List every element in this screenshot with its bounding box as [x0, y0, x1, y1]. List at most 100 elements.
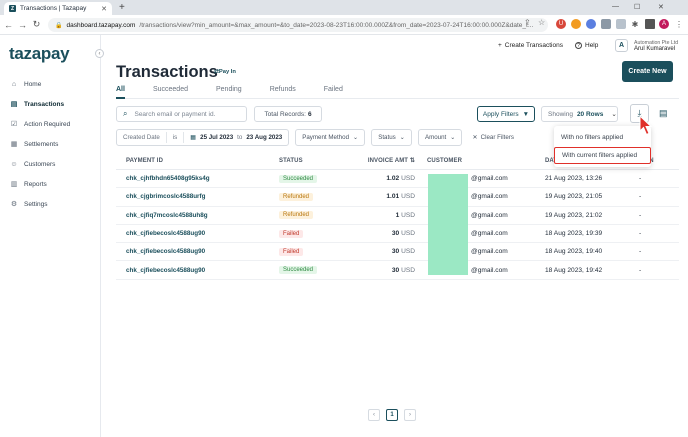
customers-icon: ☺	[10, 160, 18, 168]
forward-icon[interactable]: →	[18, 19, 27, 30]
extensions-puzzle-icon[interactable]: ✱	[631, 19, 639, 29]
tab-failed[interactable]: Failed	[323, 86, 343, 93]
extension-check-icon[interactable]	[616, 19, 626, 29]
address-bar[interactable]: 🔒 dashboard.tazapay.com/transactions/vie…	[48, 18, 548, 32]
tab-pending[interactable]: Pending	[215, 86, 242, 93]
sidebar-item-transactions[interactable]: ▤ Transactions	[6, 97, 96, 111]
maximize-icon[interactable]: ☐	[634, 4, 641, 11]
sidebar-item-label: Settings	[24, 200, 48, 208]
tab-refunds[interactable]: Refunds	[269, 86, 296, 93]
sidebar: tazapay	[0, 35, 101, 437]
total-records-label: Total Records:	[264, 110, 306, 118]
status-cell: Refunded	[279, 211, 346, 220]
browser-menu-icon[interactable]: ⋮	[675, 19, 683, 29]
reload-icon[interactable]: ↻	[32, 19, 41, 29]
sidebar-item-reports[interactable]: ▥ Reports	[6, 177, 96, 191]
org-name: Automation Pte Ltd	[634, 40, 679, 46]
table-row[interactable]: chk_cjfiq7mcoslc4588uh8g Refunded 1 USD @gm…	[116, 207, 679, 225]
next-page-button[interactable]: ›	[404, 409, 416, 421]
amount-filter[interactable]: Amount ⌄	[417, 129, 463, 146]
share-icon[interactable]: ⇪	[524, 18, 531, 27]
help-link[interactable]: ? Help	[575, 42, 598, 49]
action-cell: -	[639, 230, 642, 238]
account-avatar[interactable]: A	[615, 39, 628, 52]
new-tab-button[interactable]: +	[119, 2, 125, 13]
download-current-filters-option[interactable]: With current filters applied	[554, 147, 651, 164]
payment-id-link[interactable]: chk_cjgbrimcoslc4588urfg	[126, 193, 206, 201]
apply-filters-button[interactable]: Apply Filters ▼	[477, 106, 535, 122]
customer-cell: @gmail.com	[419, 175, 539, 182]
payment-id-link[interactable]: chk_cjfiq7mcoslc4588uh8g	[126, 211, 208, 219]
amount-label: Amount	[424, 134, 447, 141]
created-date-filter[interactable]: Created Date is ▦ 25 Jul 2023 to 23 Aug …	[116, 129, 290, 146]
table-row[interactable]: chk_cjfiebecoslc4588ug90 Failed 30 USD @gma…	[116, 243, 679, 262]
tazapay-logo[interactable]: tazapay	[9, 44, 70, 63]
close-window-icon[interactable]: ✕	[658, 4, 664, 11]
download-no-filters-option[interactable]: With no filters applied	[561, 134, 624, 141]
rows-per-page-select[interactable]: Showing 20 Rows ⌄	[541, 106, 618, 122]
search-box[interactable]: ⌕	[116, 106, 247, 122]
prev-page-button[interactable]: ‹	[368, 409, 380, 421]
page-1-button[interactable]: 1	[386, 409, 398, 421]
profile-avatar[interactable]: A	[659, 19, 669, 29]
date-to: 23 Aug 2023	[246, 134, 283, 141]
header-customer: CUSTOMER	[427, 157, 463, 164]
table-row[interactable]: chk_cjfiebecoslc4588ug90 Succeeded 30 USD @…	[116, 261, 679, 280]
amount-value: 1.02	[386, 175, 400, 183]
browser-tab[interactable]: Z Transactions | Tazapay ✕	[4, 2, 112, 15]
minimize-icon[interactable]: —	[612, 3, 619, 10]
active-tab-underline	[116, 97, 125, 99]
pay-in-switch[interactable]: ⇄Pay In	[214, 69, 236, 75]
action-icon: ☑	[10, 121, 18, 128]
date-cell: 21 Aug 2023, 13:26	[545, 175, 603, 183]
payment-method-filter[interactable]: Payment Method ⌄	[295, 129, 366, 146]
customer-cell: @gmail.com	[419, 193, 539, 200]
search-input[interactable]	[134, 110, 235, 118]
column-settings-icon[interactable]: ▤	[659, 108, 668, 118]
create-new-button[interactable]: Create New	[622, 61, 673, 82]
status-cell: Succeeded	[279, 266, 346, 275]
tab-all[interactable]: All	[116, 86, 125, 93]
table-row[interactable]: chk_cjhfbhdn65408g95ks4g Succeeded 1.02 US…	[116, 170, 679, 189]
create-transactions-link[interactable]: + Create Transactions	[498, 42, 563, 49]
header-payment-id: PAYMENT ID	[126, 157, 164, 164]
header-invoice-amt[interactable]: INVOICE AMT ⇅	[346, 157, 419, 164]
sort-icon: ⇅	[409, 158, 415, 164]
payment-id-link[interactable]: chk_cjfiebecoslc4588ug90	[126, 266, 206, 274]
tab-succeeded[interactable]: Succeeded	[152, 86, 188, 93]
status-cell: Failed	[279, 229, 346, 238]
chevron-down-icon: ⌄	[399, 134, 405, 141]
customer-email: @gmail.com	[471, 211, 508, 219]
payment-id-link[interactable]: chk_cjhfbhdn65408g95ks4g	[126, 175, 210, 183]
sidebar-item-action-required[interactable]: ☑ Action Required	[6, 117, 96, 131]
clear-filters-button[interactable]: ✕ Clear Filters	[468, 129, 514, 146]
amount-currency: USD	[401, 248, 415, 256]
sidebar-item-settlements[interactable]: ▦ Settlements	[6, 137, 96, 151]
sidebar-item-customers[interactable]: ☺ Customers	[6, 157, 96, 171]
status-filter[interactable]: Status ⌄	[371, 129, 412, 146]
close-tab-icon[interactable]: ✕	[101, 5, 107, 13]
sidepanel-icon[interactable]	[645, 19, 655, 29]
bookmark-star-icon[interactable]: ☆	[538, 18, 546, 27]
transactions-icon: ▤	[10, 101, 18, 108]
extension-blue-icon[interactable]	[586, 19, 596, 29]
payment-id-link[interactable]: chk_cjfiebecoslc4588ug90	[126, 248, 206, 256]
customer-cell: @gmail.com	[419, 267, 539, 274]
payment-method-label: Payment Method	[302, 134, 350, 141]
extension-orange-icon[interactable]	[571, 19, 581, 29]
collapse-sidebar-button[interactable]: ‹	[95, 49, 104, 58]
sidebar-item-settings[interactable]: ⚙ Settings	[6, 197, 96, 211]
amount-currency: USD	[401, 193, 415, 201]
sidebar-item-home[interactable]: ⌂ Home	[6, 77, 96, 91]
extension-grey-icon[interactable]	[601, 19, 611, 29]
extension-u-icon[interactable]: U	[556, 19, 566, 29]
status-cell: Succeeded	[279, 174, 346, 183]
table-row[interactable]: chk_cjgbrimcoslc4588urfg Refunded 1.01 USD…	[116, 188, 679, 207]
payment-id-link[interactable]: chk_cjfiebecoslc4588ug90	[126, 230, 206, 238]
action-cell: -	[639, 175, 642, 183]
account-info[interactable]: Automation Pte Ltd Arul Kumaravel	[634, 40, 679, 52]
amount-cell: 30 USD	[346, 248, 419, 255]
close-icon: ✕	[472, 134, 478, 141]
back-icon[interactable]: ←	[4, 19, 13, 30]
table-row[interactable]: chk_cjfiebecoslc4588ug90 Failed 30 USD @gma…	[116, 225, 679, 244]
